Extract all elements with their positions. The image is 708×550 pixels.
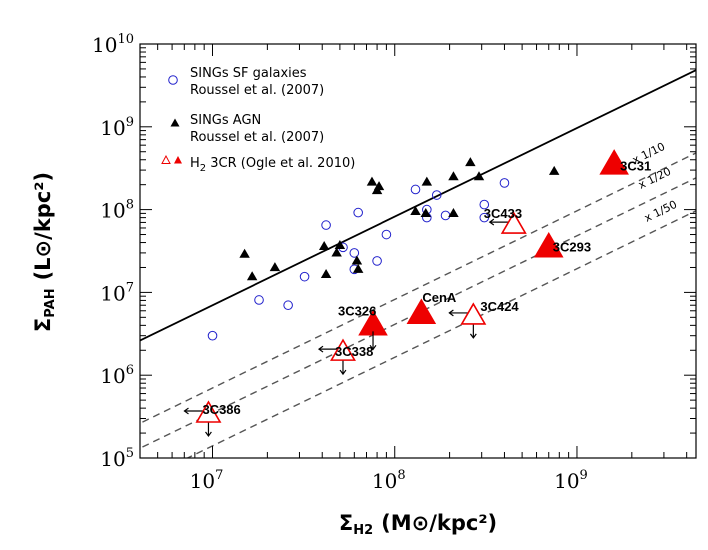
data-points: 3C31 3C293 3C326 CenA 3C433 3C424 3C338 3C386 — [183, 149, 651, 438]
y-tick-label: 109 — [100, 115, 134, 140]
sf-point — [372, 256, 382, 266]
sf-point — [353, 207, 363, 218]
3cr-detection — [599, 149, 629, 175]
agn-point — [548, 165, 560, 175]
agn-point — [421, 176, 433, 186]
legend-marker-3cr-filled — [174, 156, 182, 164]
legend-marker-sf — [168, 75, 178, 85]
agn-point — [318, 240, 330, 250]
sf-point — [499, 178, 510, 188]
agn-point — [269, 262, 281, 272]
legend-agn-line1: SINGs AGN — [190, 113, 261, 128]
sf-point — [254, 295, 264, 305]
legend-agn-line2: Roussel et al. (2007) — [190, 130, 324, 145]
series-3: 3C433 3C424 3C338 3C386 — [183, 206, 527, 438]
upper-limit-arrow-y-3c326 — [369, 331, 377, 351]
agn-point — [352, 263, 364, 273]
relation-line-3 — [186, 210, 696, 458]
agn-point — [351, 255, 363, 265]
source-label: 3C386 — [202, 402, 240, 417]
3cr-detection — [406, 298, 437, 324]
agn-point — [373, 181, 385, 191]
source-label: 3C424 — [480, 299, 519, 314]
sf-point — [349, 248, 360, 258]
ratio-label-3: x 1/50 — [642, 198, 679, 225]
source-label: 3C293 — [553, 239, 591, 254]
3cr-upper-limit — [500, 211, 527, 234]
y-tick-label: 105 — [100, 446, 134, 471]
agn-point — [246, 271, 258, 281]
source-label: 3C338 — [335, 344, 373, 359]
agn-point — [448, 207, 459, 217]
legend: SINGs SF galaxies Roussel et al. (2007) … — [161, 66, 355, 174]
x-axis-title: ΣH2 (M⊙/kpc²) — [339, 511, 497, 538]
ratio-labels: x 1/10x 1/20x 1/50 — [630, 140, 679, 225]
sf-point — [283, 300, 293, 311]
y-axis-title: ΣPAH(L⊙/kpc²) — [31, 172, 58, 332]
sf-point — [440, 210, 451, 221]
sf-point — [410, 184, 421, 195]
agn-point — [334, 239, 346, 249]
3cr-detection — [533, 231, 564, 258]
sf-point — [479, 199, 490, 210]
plot-frame — [139, 43, 697, 459]
source-label: 3C31 — [620, 159, 651, 174]
sf-point — [321, 220, 331, 230]
series-2: 3C31 3C293 3C326 CenA — [338, 149, 651, 336]
3cr-upper-limit — [460, 302, 487, 325]
relation-line-1 — [140, 152, 696, 425]
axes: 107 108 109 105 106 107 108 109 1010 — [92, 32, 697, 493]
x-tick-label: 109 — [554, 468, 588, 493]
legend-sf-line1: SINGs SF galaxies — [190, 66, 307, 81]
agn-point — [465, 157, 476, 167]
legend-marker-3cr-open — [161, 154, 171, 164]
sf-point — [431, 190, 442, 200]
sf-point — [479, 212, 490, 223]
sf-point — [299, 271, 310, 282]
y-tick-label: 1010 — [92, 32, 134, 57]
y-tick-label: 108 — [100, 198, 134, 223]
agn-point — [331, 247, 342, 257]
agn-point — [239, 248, 250, 258]
y-tick-label: 107 — [100, 280, 134, 305]
source-label: CenA — [422, 290, 457, 305]
source-label: 3C433 — [484, 206, 522, 221]
legend-marker-agn — [170, 118, 180, 127]
agn-point — [473, 171, 485, 181]
x-tick-label: 108 — [372, 468, 406, 493]
agn-point — [410, 206, 421, 216]
y-tick-label: 106 — [100, 363, 134, 388]
agn-point — [320, 268, 332, 278]
agn-point — [448, 171, 459, 181]
sf-point — [207, 330, 218, 341]
series-1 — [239, 157, 560, 281]
agn-point — [420, 207, 431, 217]
relation-line-0 — [140, 69, 696, 342]
source-label: 3C326 — [338, 303, 376, 318]
agn-point — [366, 176, 378, 186]
3cr-upper-limit — [330, 338, 356, 361]
legend-sf-line2: Roussel et al. (2007) — [190, 83, 324, 98]
sf-point — [381, 229, 392, 240]
3cr-upper-limit — [195, 400, 222, 423]
x-tick-label: 107 — [190, 468, 224, 493]
legend-3cr-label: H2 3CR (Ogle et al. 2010) — [190, 156, 355, 174]
